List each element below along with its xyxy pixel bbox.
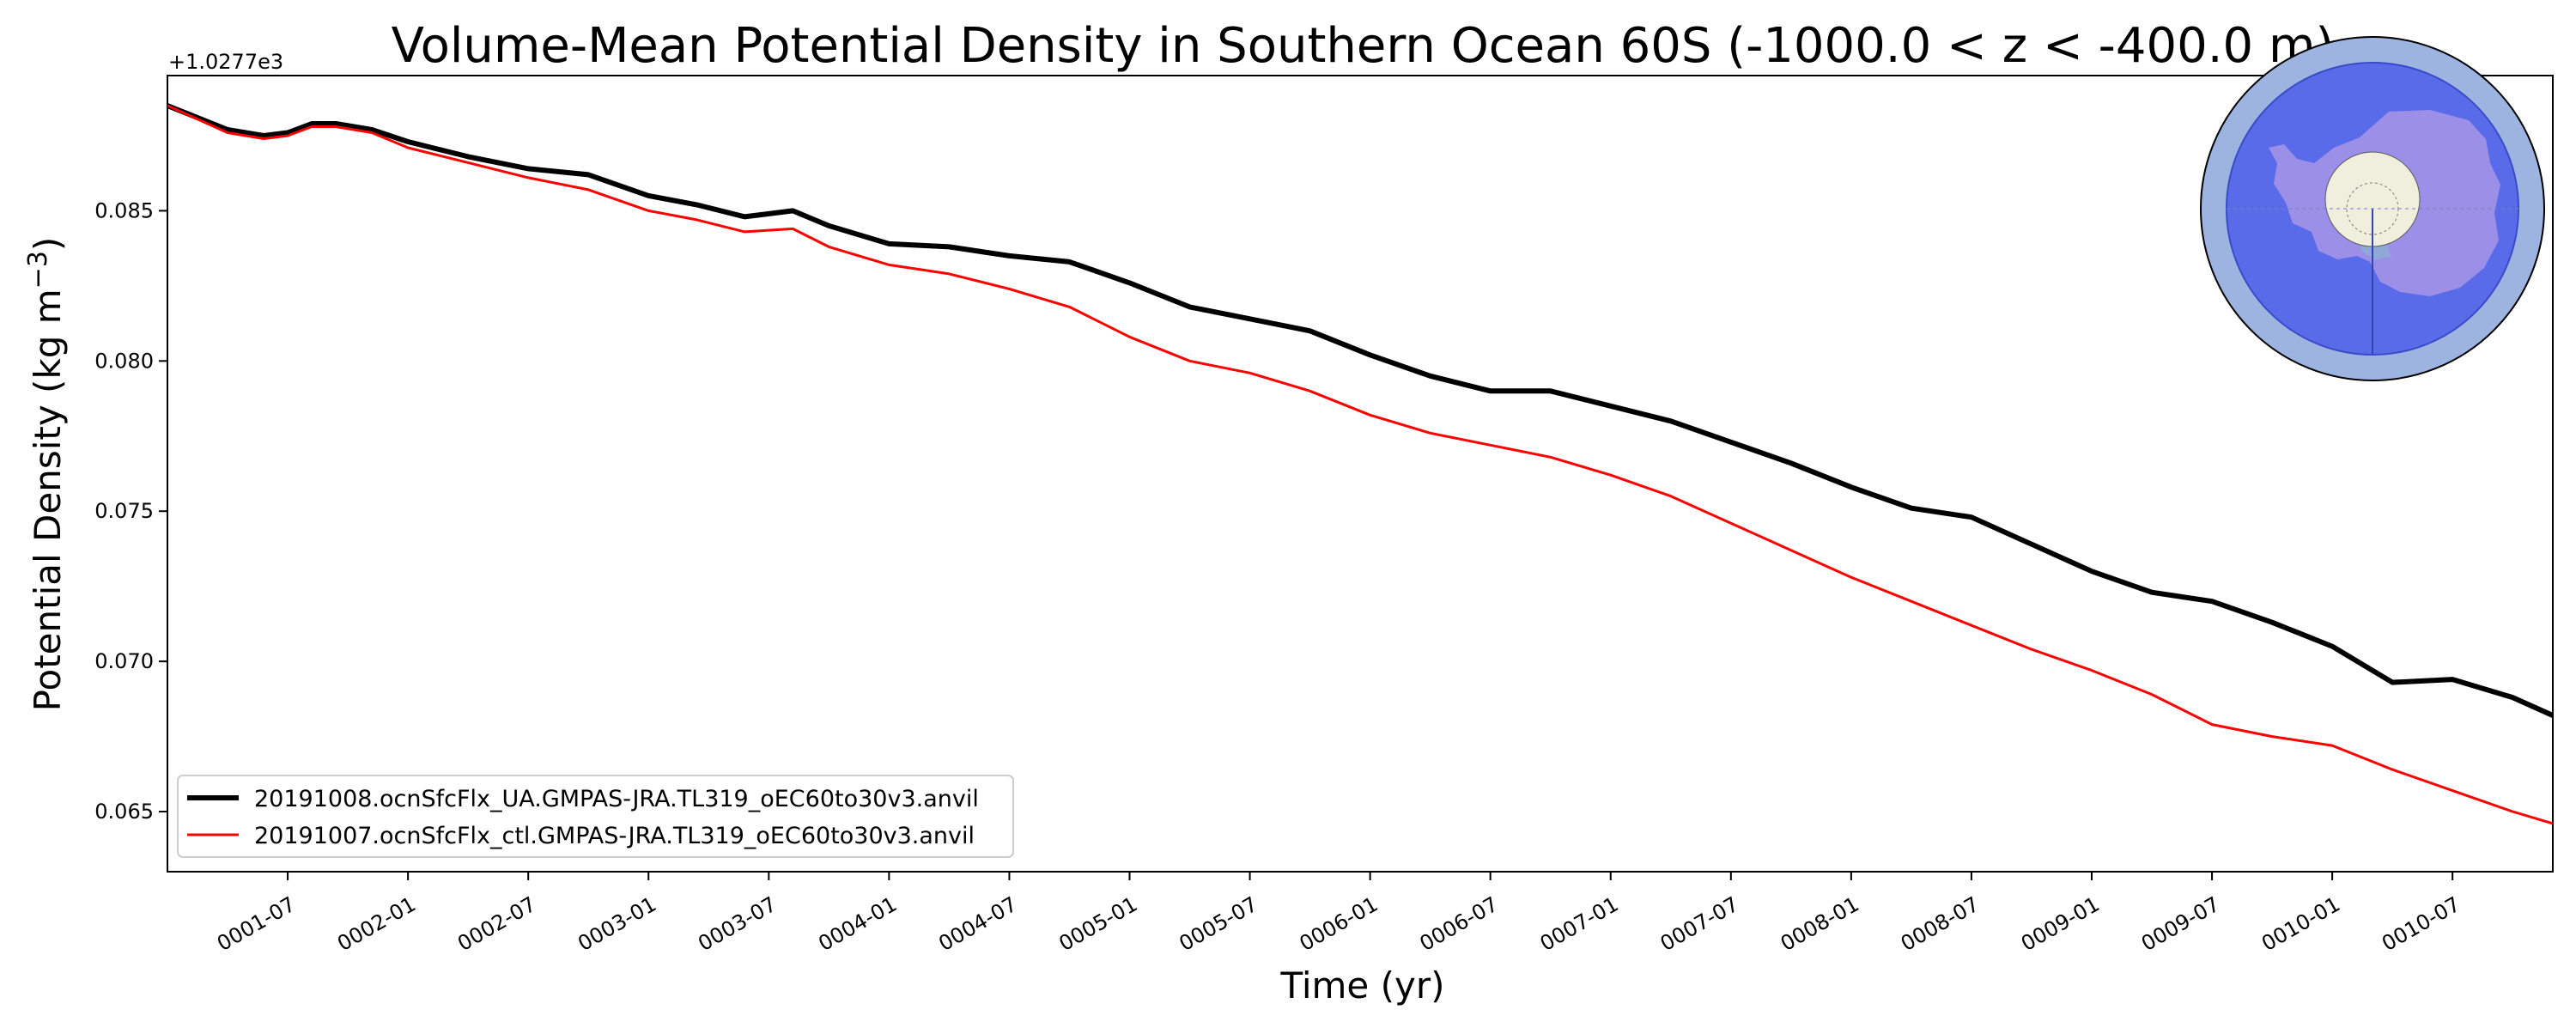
y-offset-label: +1.0277e3 [168, 50, 283, 74]
series-layer [167, 103, 2553, 825]
y-tick-label: 0.080 [94, 349, 154, 373]
plot-frame [167, 75, 2554, 873]
legend-label-ctl: 20191007.ocnSfcFlx_ctl.GMPAS-JRA.TL319_o… [254, 823, 975, 849]
y-tick-label: 0.075 [94, 499, 154, 523]
x-axis-title: Time (yr) [1279, 964, 1444, 1007]
y-tick-label: 0.070 [94, 649, 154, 673]
y-axis-title-main: Potential Density (kg m [27, 289, 69, 711]
legend-box [177, 775, 1014, 858]
series-line-0 [167, 103, 2553, 718]
y-axis: 0.065 0.070 0.075 0.080 0.085 [94, 198, 167, 824]
y-tick-label: 0.085 [94, 198, 154, 222]
y-axis-title-exponent: −3 [23, 251, 53, 289]
legend: 20191008.ocnSfcFlx_UA.GMPAS-JRA.TL319_oE… [177, 775, 1014, 858]
inset-parallel [2346, 182, 2399, 235]
y-axis-title-suffix: ) [27, 237, 69, 251]
legend-label-ua: 20191008.ocnSfcFlx_UA.GMPAS-JRA.TL319_oE… [254, 786, 979, 812]
chart-title: Volume-Mean Potential Density in Souther… [392, 18, 2335, 74]
inset-map [2200, 36, 2545, 381]
series-line-1 [167, 104, 2553, 825]
y-axis-title: Potential Density (kg m−3) [23, 237, 69, 712]
y-tick-label: 0.065 [94, 800, 154, 824]
